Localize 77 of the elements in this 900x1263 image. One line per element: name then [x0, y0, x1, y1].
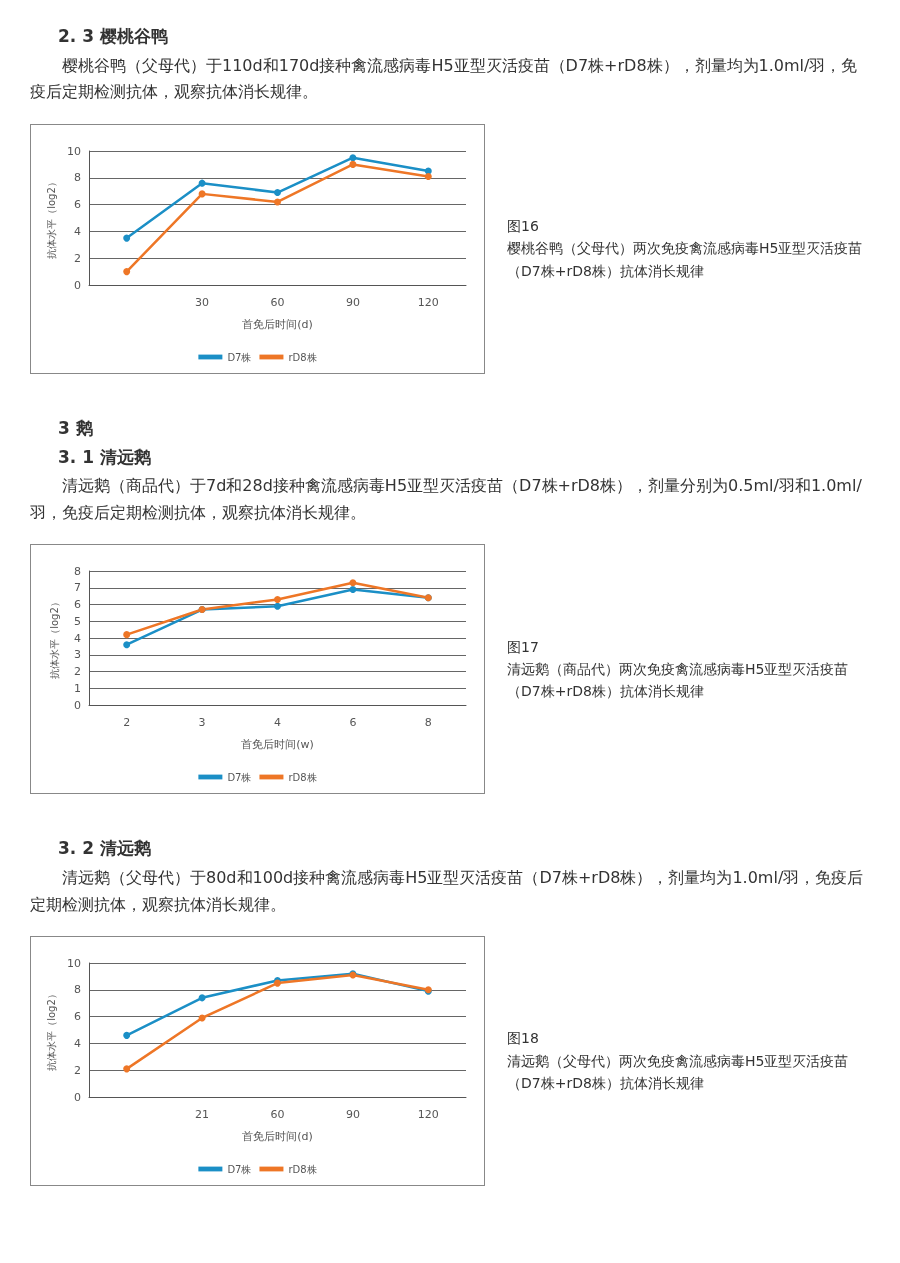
x-tick-label: 90: [345, 1107, 360, 1121]
x-tick-label: 2: [123, 716, 131, 730]
y-tick-label: 4: [74, 631, 81, 645]
chart-title: 2. 3 樱桃谷鸭: [58, 25, 169, 48]
legend-label: rD8株: [288, 771, 317, 783]
caption: 图17: [507, 637, 540, 657]
x-tick-label: 60: [270, 295, 285, 309]
y-tick-label: 3: [74, 648, 81, 662]
y-tick-label: 2: [74, 1063, 81, 1077]
chart-subtitle: 清远鹅（商品代）于7d和28d接种禽流感病毒H5亚型灭活疫苗（D7株+rD8株），剂量分别为0.5ml/羽和1.0ml/羽，免疫后定期检测抗体，观察抗体消长规律。: [30, 475, 863, 524]
y-tick-label: 6: [74, 1010, 81, 1024]
point: [274, 602, 281, 610]
x-tick-label: 4: [274, 716, 281, 730]
point: [274, 188, 281, 196]
point: [198, 994, 206, 1002]
point: [123, 631, 131, 639]
x-axis-title: 首免后时间(w): [241, 738, 314, 752]
y-tick-label: 0: [74, 1090, 81, 1104]
y-axis-title: 抗体水平（log2）: [45, 989, 57, 1071]
point: [123, 267, 131, 275]
x-axis-title: 首免后时间(d): [242, 1129, 313, 1143]
y-tick-label: 8: [74, 564, 81, 578]
x-tick-label: 3: [198, 716, 206, 730]
point: [123, 234, 131, 242]
x-tick-label: 8: [424, 716, 432, 730]
legend-label: D7株: [227, 351, 252, 363]
x-axis-title: 首免后时间(d): [242, 317, 313, 331]
y-tick-label: 6: [74, 598, 81, 612]
point: [198, 179, 206, 187]
chart-title: 3. 2 清远鹅: [58, 837, 152, 861]
point: [123, 641, 131, 649]
y-tick-label: 2: [74, 665, 81, 679]
legend-label: rD8株: [288, 1163, 317, 1175]
point: [198, 190, 206, 198]
y-axis-title: 抗体水平（log2）: [48, 597, 60, 680]
y-tick-label: 4: [74, 1036, 81, 1050]
y-tick-label: 10: [67, 956, 81, 970]
point: [274, 198, 281, 206]
point: [349, 586, 357, 594]
point: [349, 153, 357, 161]
y-tick-label: 0: [74, 698, 81, 712]
y-tick-label: 8: [74, 170, 81, 184]
legend-label: D7株: [227, 1163, 252, 1175]
x-tick-label: 6: [349, 716, 357, 730]
legend-label: rD8株: [288, 351, 317, 363]
text: 清远鹅（父母代）两次免疫禽流感病毒H5亚型灭活疫苗（D7株+rD8株）抗体消长规律: [507, 1051, 850, 1094]
point: [349, 160, 357, 168]
caption: 图18: [507, 1029, 540, 1049]
point: [123, 1065, 131, 1073]
x-tick-label: 60: [270, 1107, 285, 1121]
y-tick-label: 5: [74, 614, 81, 628]
y-axis-title: 抗体水平（log2）: [45, 176, 57, 259]
x-tick-label: 120: [417, 295, 439, 309]
x-tick-label: 120: [417, 1107, 439, 1121]
y-tick-label: 4: [74, 224, 81, 238]
point: [424, 172, 432, 180]
text: 清远鹅（商品代）两次免疫禽流感病毒H5亚型灭活疫苗（D7株+rD8株）抗体消长规律: [507, 660, 850, 702]
y-tick-label: 8: [74, 983, 81, 997]
y-tick-label: 2: [74, 251, 81, 265]
legend-label: D7株: [227, 771, 252, 783]
text: 樱桃谷鸭（父母代）两次免疫禽流感病毒H5亚型灭活疫苗（D7株+rD8株）抗体消长规律: [507, 239, 864, 281]
point: [123, 1031, 131, 1039]
y-tick-label: 7: [74, 581, 81, 595]
caption: 图16: [507, 217, 540, 237]
y-tick-label: 0: [74, 278, 81, 292]
chart-subtitle: 樱桃谷鸭（父母代）于110d和170d接种禽流感病毒H5亚型灭活疫苗（D7株+rD8株），剂量均为1.0ml/羽，免疫后定期检测抗体，观察抗体消长规律。: [30, 54, 859, 104]
y-tick-label: 1: [74, 681, 81, 695]
point: [349, 579, 357, 587]
point: [274, 596, 281, 604]
chart-subtitle: 清远鹅（父母代）于80d和100d接种禽流感病毒H5亚型灭活疫苗（D7株+rD8株），剂量均为1.0ml/羽，免疫后定期检测抗体，观察抗体消长规律。: [30, 867, 865, 916]
y-tick-label: 10: [67, 144, 81, 158]
x-tick-label: 90: [345, 295, 360, 309]
chart-title: 3 鹅 3. 1 清远鹅: [58, 416, 152, 469]
y-tick-label: 6: [74, 197, 81, 211]
x-tick-label: 30: [195, 295, 210, 309]
x-tick-label: 21: [195, 1107, 210, 1121]
point: [198, 1014, 206, 1022]
